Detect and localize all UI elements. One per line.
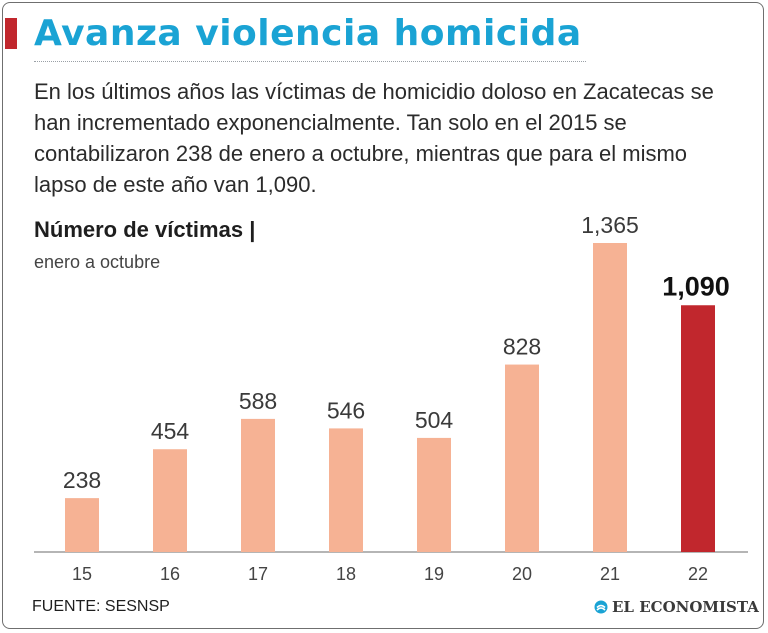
bar-18 <box>329 428 363 552</box>
bar-19 <box>417 437 451 552</box>
x-tick-label-18: 18 <box>336 564 356 584</box>
brand-name: EL ECONOMISTA <box>612 598 759 616</box>
x-tick-label-15: 15 <box>72 564 92 584</box>
x-tick-label-19: 19 <box>424 564 444 584</box>
intro-paragraph: En los últimos años las víctimas de homi… <box>34 79 714 197</box>
value-label-15: 238 <box>63 467 101 493</box>
bar-20 <box>505 364 539 552</box>
chart-subtitle: enero a octubre <box>34 252 161 272</box>
source-note: FUENTE: SESNSP <box>32 598 170 615</box>
x-tick-label-16: 16 <box>160 564 180 584</box>
bar-21 <box>593 243 627 552</box>
bar-22 <box>681 305 715 552</box>
value-label-21: 1,365 <box>581 212 639 238</box>
title-accent-bar <box>5 18 17 49</box>
value-label-22: 1,090 <box>662 271 730 301</box>
chart-title: Número de víctimas | <box>34 217 256 242</box>
x-tick-label-20: 20 <box>512 564 532 584</box>
value-label-17: 588 <box>239 388 277 414</box>
el-economista-logo-icon <box>594 600 608 614</box>
x-tick-label-17: 17 <box>248 564 268 584</box>
bar-17 <box>241 418 275 552</box>
value-label-18: 546 <box>327 397 365 423</box>
value-label-19: 504 <box>415 407 454 433</box>
value-label-16: 454 <box>151 418 190 444</box>
x-tick-label-21: 21 <box>600 564 620 584</box>
bar-15 <box>65 498 99 552</box>
bar-16 <box>153 449 187 552</box>
x-tick-label-22: 22 <box>688 564 708 584</box>
brand-logo: EL ECONOMISTA <box>594 598 759 616</box>
value-label-20: 828 <box>503 334 541 360</box>
title-divider <box>34 61 586 62</box>
page-title: Avanza violencia homicida <box>34 13 582 54</box>
